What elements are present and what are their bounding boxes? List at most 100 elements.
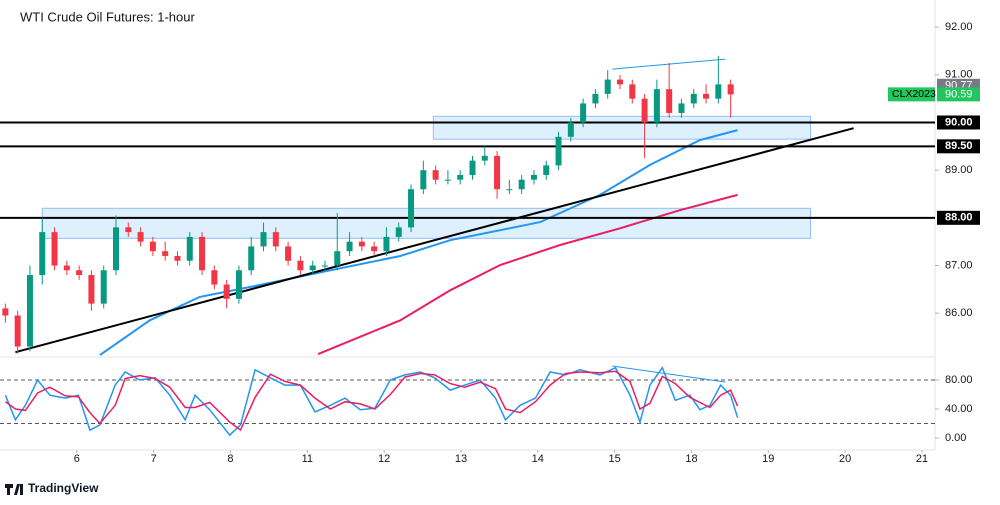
candle-body xyxy=(285,246,292,261)
candle-body xyxy=(518,179,525,190)
symbol-label: CLX2023 xyxy=(892,88,936,100)
footer-brand: TradingView xyxy=(28,481,99,495)
candle-body xyxy=(383,236,390,252)
candle-body xyxy=(309,265,316,271)
candle-body xyxy=(567,122,574,137)
candle-body xyxy=(653,89,660,123)
y-tick-label: 86.00 xyxy=(945,307,973,319)
y-tick-label: 91.00 xyxy=(945,69,973,81)
candle-body xyxy=(666,89,673,113)
level-label: 90.00 xyxy=(945,116,973,128)
candle-body xyxy=(408,189,415,228)
candle-body xyxy=(494,155,501,190)
x-tick-label: 12 xyxy=(378,453,390,465)
candle-body xyxy=(199,236,206,271)
candle-body xyxy=(260,232,267,247)
chart-title: WTI Crude Oil Futures: 1-hour xyxy=(20,9,195,24)
y-tick-label: 92.00 xyxy=(945,21,973,33)
candle-body xyxy=(592,93,599,104)
y-tick-label: 0.00 xyxy=(945,432,966,444)
candle-body xyxy=(186,236,193,261)
candle-body xyxy=(174,255,181,261)
candle-body xyxy=(334,251,341,266)
x-tick-label: 18 xyxy=(685,453,697,465)
y-tick-label: 87.00 xyxy=(945,259,973,271)
candle-body xyxy=(39,232,46,276)
candle-body xyxy=(272,232,279,247)
candle-body xyxy=(420,170,427,190)
candle-body xyxy=(506,189,513,191)
candle-body xyxy=(223,284,230,299)
candle-body xyxy=(88,275,95,304)
candle-body xyxy=(235,270,242,299)
moving-average xyxy=(317,193,738,356)
logo xyxy=(5,484,23,495)
candle-body xyxy=(358,241,365,247)
candle-body xyxy=(100,270,107,304)
candle-body xyxy=(371,246,378,252)
x-tick-label: 20 xyxy=(839,453,851,465)
trend-line xyxy=(15,127,854,354)
oscillator-line xyxy=(4,370,739,432)
x-tick-label: 15 xyxy=(609,453,621,465)
candle-body xyxy=(678,103,685,113)
candle-body xyxy=(125,227,132,233)
level-label-box xyxy=(937,115,980,130)
candle-body xyxy=(137,232,144,242)
candle-body xyxy=(555,136,562,166)
level-label-box xyxy=(937,139,980,154)
x-tick-label: 19 xyxy=(762,453,774,465)
zone xyxy=(41,207,812,239)
x-tick-label: 21 xyxy=(916,453,928,465)
candle-body xyxy=(248,246,255,271)
candle-body xyxy=(162,251,169,256)
y-tick-label: 80.00 xyxy=(945,374,973,386)
level-label-box xyxy=(937,210,980,225)
candle-body xyxy=(321,265,328,267)
candle-body xyxy=(617,79,624,85)
candle-body xyxy=(444,179,451,181)
symbol-box xyxy=(888,87,935,102)
candle-body xyxy=(395,227,402,237)
level-label: 89.50 xyxy=(945,140,973,152)
candle-body xyxy=(629,84,636,99)
candle-body xyxy=(432,170,439,180)
y-tick-label: 40.00 xyxy=(945,403,973,415)
candle-body xyxy=(457,174,464,180)
candle-body xyxy=(543,165,550,175)
candle-body xyxy=(580,103,587,123)
candle-body xyxy=(715,84,722,99)
candle-body xyxy=(727,84,734,95)
candle-body xyxy=(469,160,476,175)
moving-average xyxy=(99,129,738,356)
candle-body xyxy=(346,241,353,252)
x-tick-label: 7 xyxy=(151,453,157,465)
trend-line xyxy=(612,365,726,383)
candle-body xyxy=(604,79,611,94)
x-tick-label: 11 xyxy=(302,453,313,465)
candle-body xyxy=(297,260,304,271)
candle-body xyxy=(51,232,58,266)
candle-body xyxy=(14,315,21,347)
candle-body xyxy=(2,308,9,316)
candle-body xyxy=(63,265,70,271)
zone xyxy=(432,115,812,140)
candle-body xyxy=(481,155,488,161)
x-tick-label: 6 xyxy=(74,453,80,465)
candle-body xyxy=(530,174,537,180)
candle-body xyxy=(703,93,710,99)
candle-body xyxy=(211,270,218,285)
candle-body xyxy=(149,241,156,252)
candle-body xyxy=(26,275,33,347)
candle-body xyxy=(113,227,120,271)
candle-body xyxy=(690,93,697,104)
x-tick-label: 13 xyxy=(455,453,467,465)
price-label-box xyxy=(937,87,980,102)
candle-body xyxy=(76,270,83,276)
level-label: 88.00 xyxy=(945,212,973,224)
x-tick-label: 8 xyxy=(227,453,233,465)
candle-body xyxy=(641,98,648,123)
